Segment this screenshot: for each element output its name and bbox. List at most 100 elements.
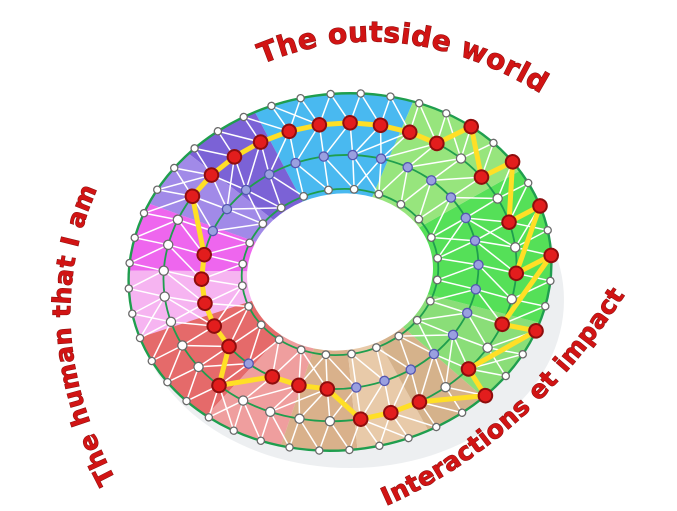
graph-node[interactable] <box>440 381 451 393</box>
graph-node[interactable] <box>177 340 188 351</box>
graph-node[interactable] <box>135 333 145 343</box>
graph-node[interactable] <box>324 185 333 195</box>
graph-node[interactable] <box>414 98 424 108</box>
graph-node[interactable] <box>501 371 511 381</box>
graph-node[interactable] <box>318 151 330 162</box>
graph-node[interactable] <box>506 293 518 305</box>
graph-node[interactable] <box>426 175 437 186</box>
graph-node[interactable] <box>244 302 254 311</box>
graph-node[interactable] <box>442 109 451 118</box>
highlight-node[interactable] <box>311 117 328 133</box>
highlight-node[interactable] <box>501 214 517 230</box>
highlight-node[interactable] <box>477 387 494 404</box>
highlight-node[interactable] <box>184 188 201 205</box>
graph-node[interactable] <box>432 422 441 432</box>
graph-node[interactable] <box>207 225 219 237</box>
graph-node[interactable] <box>469 235 481 246</box>
graph-node[interactable] <box>492 193 503 204</box>
graph-node[interactable] <box>265 406 276 418</box>
graph-node[interactable] <box>124 284 134 293</box>
graph-node[interactable] <box>405 364 417 375</box>
graph-node[interactable] <box>510 242 521 253</box>
graph-node[interactable] <box>294 413 305 424</box>
graph-node[interactable] <box>239 112 248 122</box>
graph-node[interactable] <box>245 238 255 248</box>
highlight-node[interactable] <box>460 361 477 377</box>
graph-node[interactable] <box>162 239 174 251</box>
graph-node[interactable] <box>482 342 493 353</box>
graph-node[interactable] <box>326 89 335 99</box>
graph-node[interactable] <box>432 275 442 285</box>
highlight-node[interactable] <box>197 295 213 312</box>
graph-node[interactable] <box>433 253 443 263</box>
highlight-node[interactable] <box>508 265 525 282</box>
graph-node[interactable] <box>130 233 139 243</box>
highlight-node[interactable] <box>504 154 521 170</box>
graph-node[interactable] <box>350 382 362 393</box>
graph-node[interactable] <box>396 199 406 209</box>
graph-node[interactable] <box>386 92 395 101</box>
graph-node[interactable] <box>379 375 390 387</box>
graph-node[interactable] <box>274 335 284 345</box>
graph-node[interactable] <box>204 413 214 422</box>
graph-node[interactable] <box>296 93 305 103</box>
graph-node[interactable] <box>237 395 249 406</box>
highlight-node[interactable] <box>221 338 237 355</box>
graph-node[interactable] <box>296 345 306 355</box>
graph-node[interactable] <box>546 276 555 286</box>
graph-node[interactable] <box>285 443 294 452</box>
graph-node[interactable] <box>324 415 336 427</box>
graph-node[interactable] <box>455 153 467 164</box>
graph-node[interactable] <box>182 396 191 406</box>
graph-node[interactable] <box>240 184 252 196</box>
graph-node[interactable] <box>489 138 498 148</box>
graph-node[interactable] <box>267 101 276 111</box>
highlight-node[interactable] <box>342 114 358 131</box>
graph-node[interactable] <box>426 233 436 242</box>
graph-node[interactable] <box>243 358 254 369</box>
highlight-node[interactable] <box>264 368 281 385</box>
graph-node[interactable] <box>125 258 134 268</box>
graph-node[interactable] <box>541 301 550 311</box>
highlight-node[interactable] <box>211 377 227 394</box>
highlight-node[interactable] <box>401 124 418 141</box>
graph-node[interactable] <box>461 307 473 319</box>
highlight-node[interactable] <box>203 167 220 183</box>
graph-node[interactable] <box>147 356 157 366</box>
highlight-node[interactable] <box>528 323 544 339</box>
graph-node[interactable] <box>158 265 170 276</box>
graph-node[interactable] <box>460 212 472 224</box>
graph-node[interactable] <box>276 203 286 213</box>
graph-node[interactable] <box>314 446 324 455</box>
highlight-node[interactable] <box>473 169 490 185</box>
highlight-node[interactable] <box>372 117 389 134</box>
graph-node[interactable] <box>375 441 384 451</box>
highlight-node[interactable] <box>463 118 479 135</box>
graph-node[interactable] <box>347 349 356 359</box>
graph-node[interactable] <box>163 377 172 387</box>
highlight-node[interactable] <box>383 404 399 421</box>
graph-node[interactable] <box>412 315 422 325</box>
graph-node[interactable] <box>349 184 359 194</box>
graph-node[interactable] <box>290 157 301 169</box>
graph-node[interactable] <box>169 163 179 173</box>
graph-node[interactable] <box>221 203 233 215</box>
graph-node[interactable] <box>543 226 552 235</box>
graph-node[interactable] <box>356 89 366 98</box>
highlight-node[interactable] <box>494 316 510 333</box>
graph-node[interactable] <box>345 445 354 455</box>
graph-node[interactable] <box>258 219 268 229</box>
highlight-node[interactable] <box>319 381 336 397</box>
highlight-node[interactable] <box>411 394 428 410</box>
graph-node[interactable] <box>172 214 184 225</box>
graph-node[interactable] <box>190 144 199 153</box>
graph-node[interactable] <box>263 169 275 180</box>
highlight-node[interactable] <box>291 377 307 394</box>
graph-node[interactable] <box>213 127 223 136</box>
highlight-node[interactable] <box>206 318 223 334</box>
graph-node[interactable] <box>371 343 381 353</box>
highlight-node[interactable] <box>352 411 369 427</box>
graph-node[interactable] <box>394 331 404 341</box>
highlight-node[interactable] <box>429 135 445 152</box>
graph-node[interactable] <box>404 433 413 443</box>
